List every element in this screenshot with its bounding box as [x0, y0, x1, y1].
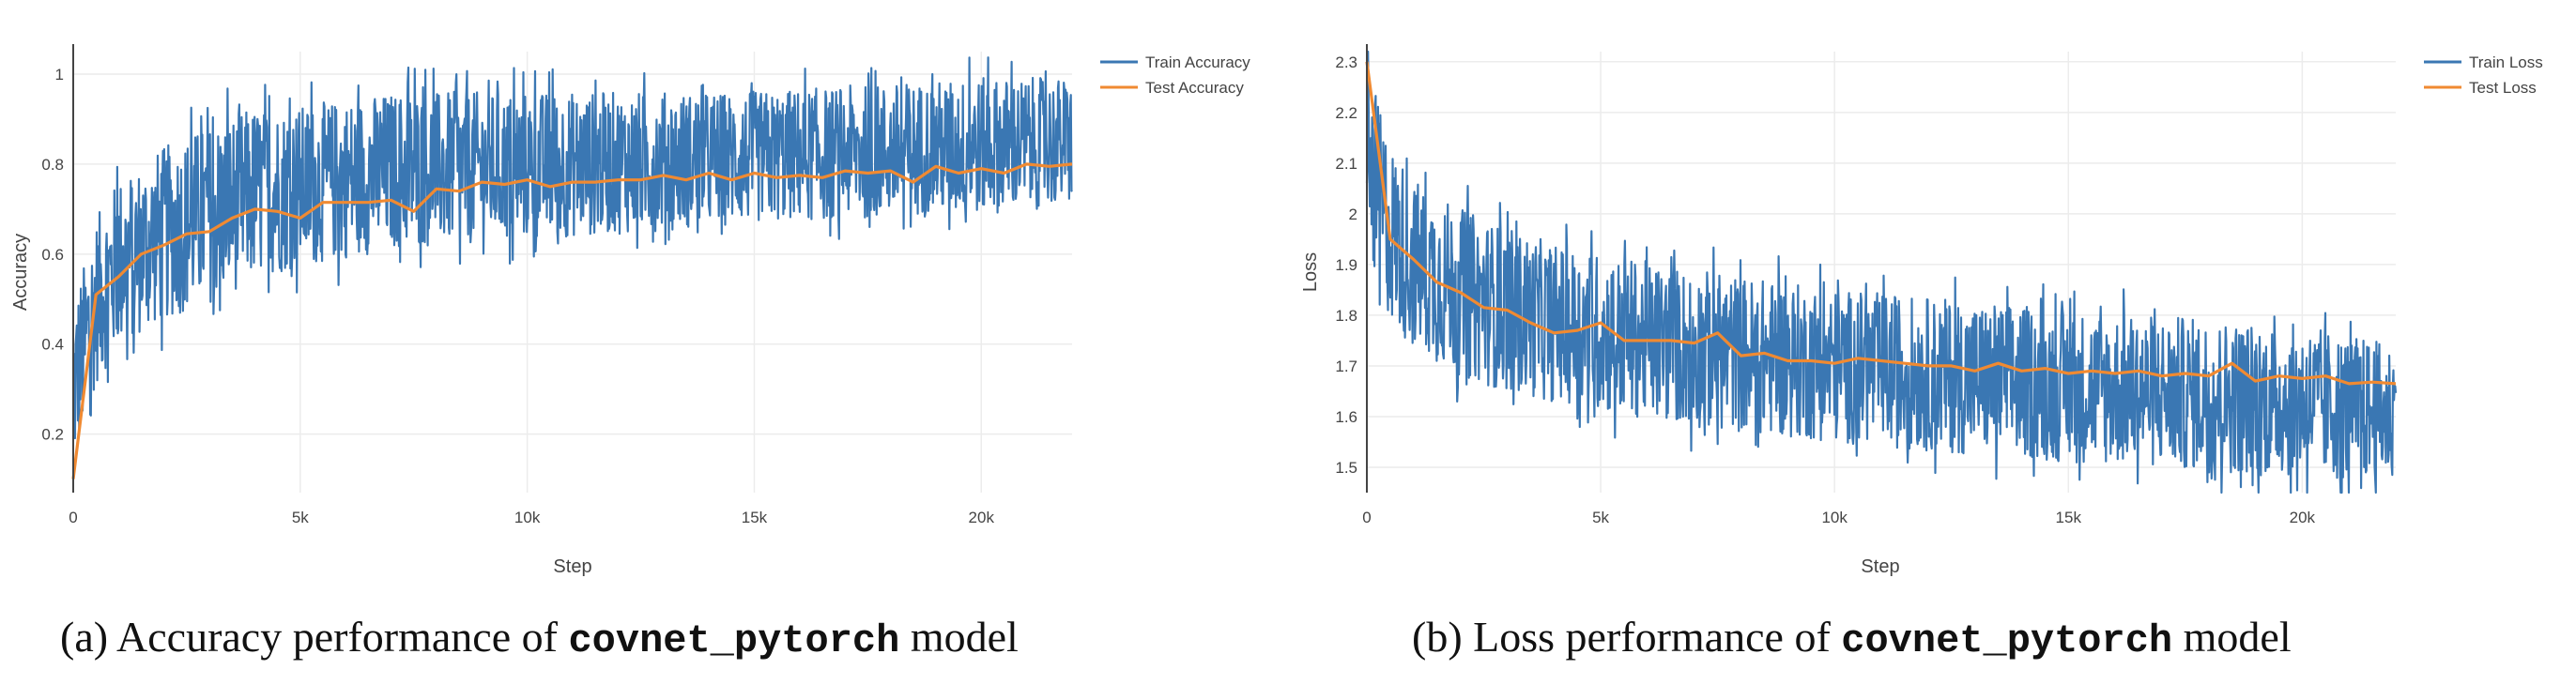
test-series-line — [1365, 61, 2397, 386]
caption-a: (a) Accuracy performance of covnet_pytor… — [60, 612, 1019, 663]
y-tick-label: 2.2 — [1335, 104, 1357, 122]
x-tick-label: 5k — [1592, 509, 1609, 526]
y-tick-label: 2 — [1349, 205, 1357, 223]
x-tick-label: 10k — [1821, 509, 1848, 526]
y-tick-label: 2.1 — [1335, 155, 1357, 173]
x-tick-label: 20k — [969, 509, 995, 526]
caption-b-suffix: model — [2183, 613, 2292, 661]
loss-legend-train-label: Train Loss — [2469, 53, 2543, 71]
caption-a-code: covnet_pytorch — [568, 618, 900, 663]
x-tick-label: 0 — [69, 509, 77, 526]
x-tick-label: 15k — [742, 509, 768, 526]
caption-b: (b) Loss performance of covnet_pytorch m… — [1412, 612, 2292, 663]
y-tick-label: 1 — [55, 66, 64, 84]
accuracy-y-axis-title: Accuracy — [10, 234, 31, 311]
accuracy-train-band — [71, 56, 1073, 440]
caption-a-suffix: model — [910, 613, 1019, 661]
y-tick-label: 0.4 — [41, 336, 64, 354]
y-tick-label: 1.9 — [1335, 256, 1357, 274]
loss-xticks: 0 5k 10k 15k 20k — [1362, 509, 2315, 526]
accuracy-test-line-group — [71, 162, 1073, 479]
train-series-line — [1365, 50, 2398, 495]
accuracy-yticks: 0.2 0.4 0.6 0.8 1 — [41, 66, 64, 444]
caption-a-label: (a) Accuracy performance of — [60, 613, 558, 661]
loss-train-band — [1365, 50, 2398, 495]
test-series-line — [71, 162, 1073, 479]
caption-b-label: (b) Loss performance of — [1412, 613, 1831, 661]
y-tick-label: 0.6 — [41, 246, 64, 264]
y-tick-label: 0.2 — [41, 426, 64, 444]
y-tick-label: 1.7 — [1335, 358, 1357, 375]
accuracy-chart: 0 5k 10k 15k 20k 0.2 0.4 0.6 0.8 1 Step Accuracy… — [10, 44, 1250, 577]
loss-legend-test-label: Test Loss — [2469, 79, 2537, 97]
accuracy-xticks: 0 5k 10k 15k 20k — [69, 509, 994, 526]
x-tick-label: 0 — [1362, 509, 1371, 526]
loss-test-line-group — [1365, 61, 2397, 386]
y-tick-label: 1.8 — [1335, 307, 1357, 325]
y-tick-label: 0.8 — [41, 156, 64, 174]
caption-b-code: covnet_pytorch — [1841, 618, 2173, 663]
x-tick-label: 5k — [292, 509, 309, 526]
x-tick-label: 15k — [2056, 509, 2082, 526]
accuracy-legend-train-label: Train Accuracy — [1145, 53, 1250, 71]
x-tick-label: 20k — [2290, 509, 2316, 526]
accuracy-legend-test-label: Test Accuracy — [1145, 79, 1244, 97]
loss-x-axis-title: Step — [1861, 556, 1899, 577]
loss-y-axis-title: Loss — [1300, 252, 1321, 292]
loss-chart: 0 5k 10k 15k 20k 1.5 1.6 1.7 1.8 1.9 2 2.1 2.2 2.3 S… — [1300, 44, 2543, 577]
loss-yticks: 1.5 1.6 1.7 1.8 1.9 2 2.1 2.2 2.3 — [1335, 53, 1357, 477]
train-series-line — [71, 56, 1073, 440]
accuracy-legend[interactable]: Train Accuracy Test Accuracy — [1100, 53, 1250, 97]
y-tick-label: 1.6 — [1335, 408, 1357, 426]
figure-canvas: 0 5k 10k 15k 20k 0.2 0.4 0.6 0.8 1 Step Accuracy… — [10, 44, 2543, 577]
accuracy-x-axis-title: Step — [553, 556, 591, 577]
y-tick-label: 2.3 — [1335, 53, 1357, 71]
x-tick-label: 10k — [514, 509, 541, 526]
loss-legend[interactable]: Train Loss Test Loss — [2424, 53, 2543, 97]
y-tick-label: 1.5 — [1335, 459, 1357, 477]
